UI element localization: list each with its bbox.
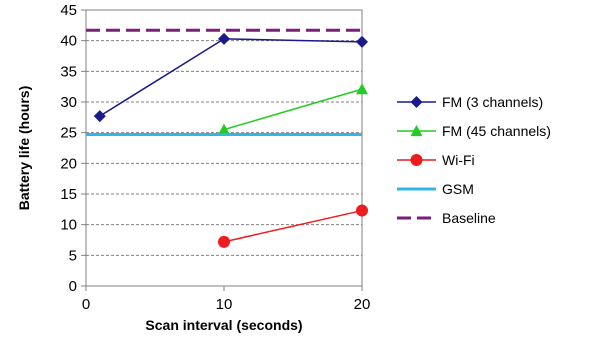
x-tick-label: 0 [82, 296, 90, 313]
legend-wi-fi-marker [410, 154, 423, 166]
series-fm-45-channels-point [356, 83, 368, 95]
y-tick-label: 15 [60, 186, 77, 203]
y-tick-label: 25 [60, 125, 77, 142]
series-fm-3-channels-line [99, 38, 363, 117]
y-tick-label: 20 [60, 155, 77, 172]
y-tick-label: 0 [69, 278, 77, 295]
series [86, 28, 368, 248]
series-wi-fi-point [356, 204, 368, 217]
y-tick-label: 5 [69, 247, 77, 264]
y-axis-title: Battery life (hours) [16, 86, 32, 210]
series-wi-fi-point [218, 235, 230, 248]
legend-wi-fi-label: Wi-Fi [442, 152, 475, 168]
series-fm-45-channels-point [218, 123, 230, 135]
x-tick-label: 10 [216, 296, 233, 313]
series-fm-3-channels-point [93, 110, 106, 123]
y-tick-label: 35 [60, 63, 77, 80]
series-fm-3-channels-point [218, 32, 230, 45]
legend-fm-45-channels-marker [410, 125, 423, 137]
legend-fm-3-channels-marker [410, 96, 423, 108]
axis-labels: Scan interval (seconds) Battery life (ho… [16, 86, 303, 333]
y-tick-label: 45 [60, 2, 77, 19]
y-tick-label: 40 [60, 33, 77, 50]
legend-fm-45-channels-label: FM (45 channels) [442, 123, 551, 139]
series-wi-fi-line [223, 209, 363, 243]
legend: FM (3 channels) FM (45 channels) Wi-Fi GSM B… [397, 94, 551, 226]
y-tick-label: 30 [60, 94, 77, 111]
x-axis-title: Scan interval (seconds) [145, 317, 302, 333]
legend-fm-3-channels-label: FM (3 channels) [442, 94, 543, 110]
legend-gsm-label: GSM [442, 181, 474, 197]
x-tick-label: 20 [354, 296, 371, 313]
series-fm-3-channels-point [356, 35, 368, 48]
legend-baseline-label: Baseline [442, 210, 496, 226]
axes: 0 5 10 15 20 25 30 35 40 45 0 10 20 [60, 2, 370, 313]
y-tick-label: 10 [60, 217, 77, 234]
series-fm-45-channels-line [223, 88, 363, 131]
